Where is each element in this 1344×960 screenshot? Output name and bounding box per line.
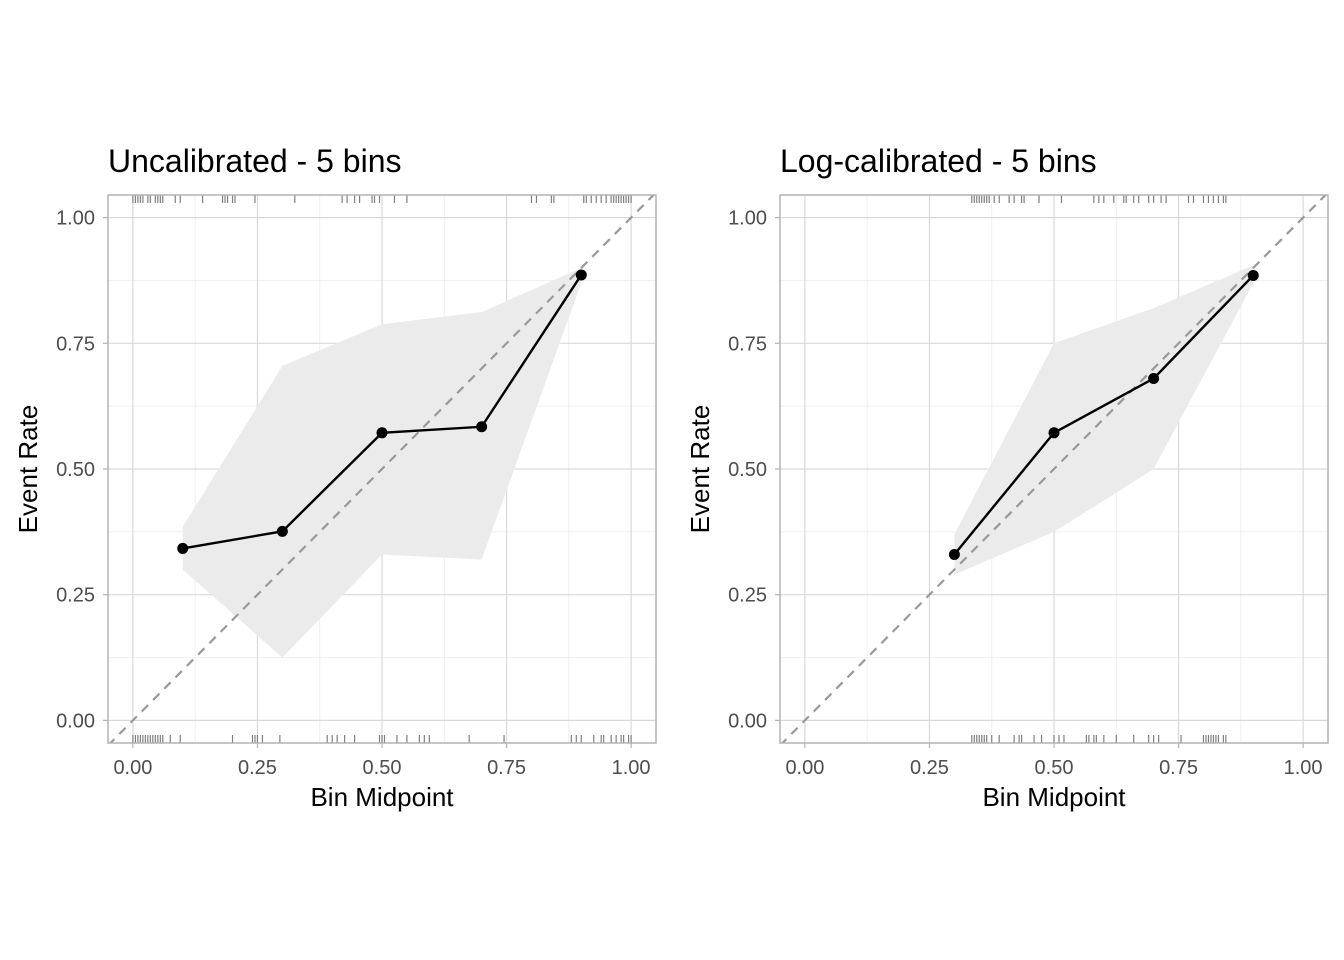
reference-diagonal-line [780, 195, 1328, 743]
y-tick-label: 0.00 [728, 710, 767, 732]
y-tick-label: 0.25 [728, 585, 767, 607]
x-tick-label: 1.00 [1284, 757, 1323, 779]
y-tick-label: 0.50 [728, 459, 767, 481]
series-line [953, 274, 1255, 556]
plot-area: 0.00 0.25 0.50 0.75 1.00 0.00 0.25 0.50 0.75 1.00 [728, 194, 1329, 779]
reference-diagonal-line [108, 195, 656, 743]
plot-area: 0.00 0.25 0.50 0.75 1.00 0.00 0.25 0.50 0.75 1.00 [56, 194, 657, 779]
x-tick-label: 0.25 [238, 757, 277, 779]
y-tick-label: 0.75 [728, 333, 767, 355]
x-tick-label: 0.75 [1159, 757, 1198, 779]
x-axis-title: Bin Midpoint [982, 782, 1126, 812]
y-axis-title: Event Rate [13, 405, 43, 534]
panel-title: Uncalibrated - 5 bins [108, 143, 401, 179]
y-tick-label: 1.00 [728, 208, 767, 230]
data-point [948, 548, 960, 560]
x-tick-label: 0.50 [1035, 757, 1074, 779]
y-tick-label: 0.00 [56, 710, 95, 732]
x-tick-label: 0.00 [113, 757, 152, 779]
data-point [575, 269, 587, 281]
panel-uncalibrated: Uncalibrated - 5 bins 0.00 0.25 0.50 0.75 1.… [13, 143, 657, 812]
x-tick-label: 0.25 [910, 757, 949, 779]
panel-title: Log-calibrated - 5 bins [780, 143, 1097, 179]
y-tick-label: 1.00 [56, 208, 95, 230]
x-axis-title: Bin Midpoint [310, 782, 454, 812]
y-axis-title: Event Rate [685, 405, 715, 534]
plot-marks [108, 195, 656, 743]
data-point [1247, 269, 1259, 281]
data-point [476, 421, 488, 433]
data-point [276, 525, 288, 537]
data-point [177, 542, 189, 554]
data-point [376, 427, 388, 439]
x-tick-label: 1.00 [612, 757, 651, 779]
y-tick-label: 0.50 [56, 459, 95, 481]
x-tick-label: 0.50 [363, 757, 402, 779]
y-tick-label: 0.75 [56, 333, 95, 355]
x-tick-label: 0.75 [487, 757, 526, 779]
y-tick-label: 0.25 [56, 585, 95, 607]
panel-log-calibrated: Log-calibrated - 5 bins 0.00 0.25 0.50 0.75… [685, 143, 1329, 812]
data-point [1148, 373, 1160, 385]
plot-marks [780, 195, 1328, 743]
data-point [1048, 427, 1060, 439]
x-tick-label: 0.00 [785, 757, 824, 779]
confidence-band [182, 267, 582, 658]
